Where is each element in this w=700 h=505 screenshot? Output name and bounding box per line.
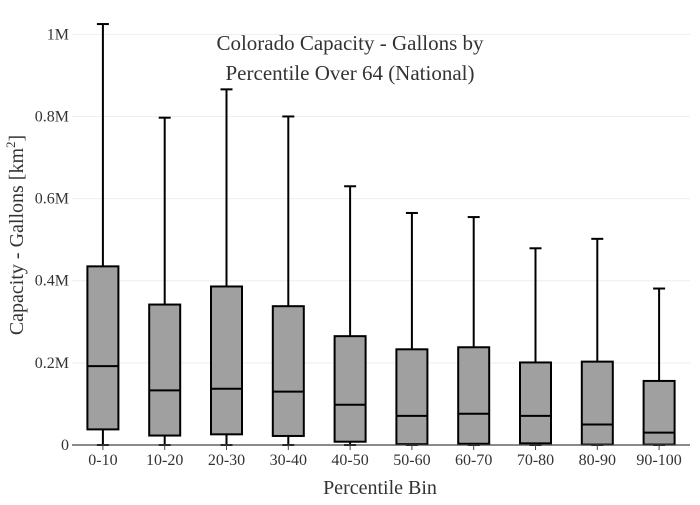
x-tick-label: 10-20 xyxy=(146,452,183,469)
y-tick-label: 1M xyxy=(47,26,69,43)
box-iqr xyxy=(457,346,491,445)
axes: 0 0.2M 0.4M 0.6M 0.8M 1M 0-10 10-20 20-30 30-40 40… xyxy=(35,26,690,469)
box-iqr xyxy=(395,348,429,446)
y-tick-label: 0.6M xyxy=(35,191,69,208)
box-0-10 xyxy=(86,23,120,446)
x-axis-title: Percentile Bin xyxy=(323,477,437,499)
box-30-40 xyxy=(271,115,305,446)
box-10-20 xyxy=(148,116,182,446)
box-50-60 xyxy=(395,211,429,446)
box-iqr xyxy=(519,361,552,445)
box-iqr xyxy=(333,335,367,443)
box-iqr xyxy=(210,285,243,436)
x-tick-label: 0-10 xyxy=(88,452,117,469)
y-axis-title-end: ] xyxy=(6,135,28,142)
y-tick-label: 0.2M xyxy=(35,355,69,372)
y-tick-label: 0 xyxy=(61,437,69,454)
x-tick-label: 30-40 xyxy=(270,452,307,469)
box-iqr xyxy=(271,305,305,437)
x-tick-label: 20-30 xyxy=(208,452,245,469)
y-tick-label: 0.8M xyxy=(35,108,69,125)
y-axis-title-superscript: 2 xyxy=(3,141,18,148)
x-tick-label: 60-70 xyxy=(455,452,492,469)
box-80-90 xyxy=(580,237,614,446)
box-iqr xyxy=(642,379,676,446)
box-iqr xyxy=(148,303,182,437)
box-20-30 xyxy=(210,88,243,446)
chart-title-line-2: Percentile Over 64 (National) xyxy=(226,61,475,85)
box-70-80 xyxy=(519,247,552,446)
x-tick-label: 80-90 xyxy=(579,452,616,469)
y-tick-label: 0.4M xyxy=(35,273,69,290)
y-axis-title-main: Capacity - Gallons [km xyxy=(6,148,28,336)
box-40-50 xyxy=(333,185,367,446)
y-axis-title: Capacity - Gallons [km2] xyxy=(3,135,28,335)
chart-title-line-1: Colorado Capacity - Gallons by xyxy=(216,31,484,55)
box-60-70 xyxy=(457,216,491,446)
x-tick-label: 50-60 xyxy=(393,452,430,469)
x-tick-label: 70-80 xyxy=(517,452,554,469)
box-90-100 xyxy=(642,287,676,446)
box-iqr xyxy=(86,265,120,431)
boxes xyxy=(86,23,676,446)
x-tick-label: 90-100 xyxy=(636,452,681,469)
x-tick-label: 40-50 xyxy=(331,452,368,469)
box-iqr xyxy=(580,360,614,446)
